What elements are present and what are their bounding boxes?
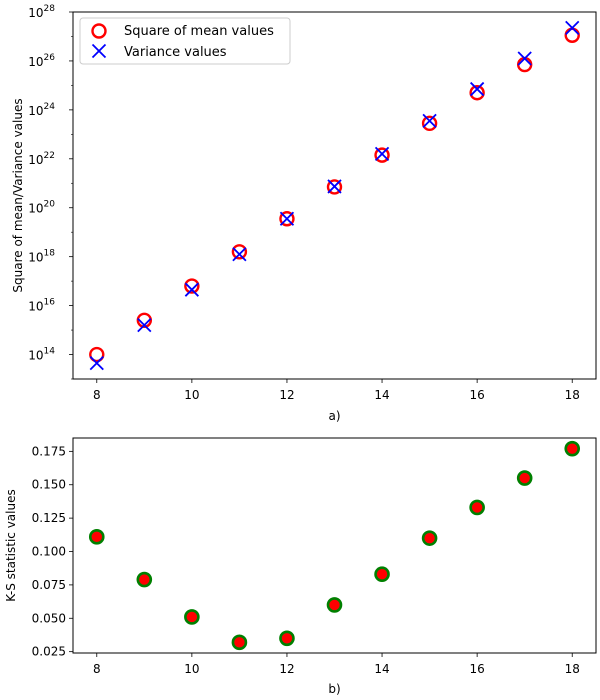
- y-tick-label: 0.025: [32, 645, 66, 659]
- y-tick-base: 10: [28, 153, 43, 167]
- y-tick-exponent: 18: [44, 249, 56, 259]
- x-tick-label: 10: [184, 662, 199, 676]
- x-tick-label: 10: [184, 388, 199, 402]
- y-tick-label: 0.050: [32, 611, 66, 625]
- y-tick-label: 1018: [28, 249, 55, 265]
- y-tick-exponent: 20: [44, 200, 56, 210]
- legend-circle-marker: [91, 23, 107, 39]
- x-axis-label: a): [328, 409, 340, 423]
- y-tick-exponent: 26: [44, 53, 56, 63]
- plot-b: 0.025 0.050 0.075 0.100 0.125 0.150 0.175 8 10 12…: [4, 437, 597, 696]
- y-tick-label: 1026: [28, 53, 55, 69]
- ks-point: [279, 630, 295, 647]
- legend-box: [79, 17, 291, 65]
- y-tick-label: 1022: [28, 151, 55, 167]
- x-tick-label: 8: [93, 662, 101, 676]
- y-tick-base: 10: [28, 202, 43, 216]
- variance-point: [374, 146, 390, 162]
- mean-square-point: [279, 211, 295, 227]
- x-tick-label: 18: [565, 662, 580, 676]
- variance-point: [137, 318, 152, 333]
- variance-point: [232, 247, 247, 262]
- ks-point: [136, 571, 153, 588]
- ks-point: [326, 597, 343, 613]
- x-tick-label: 12: [279, 388, 294, 402]
- mean-square-point: [231, 244, 248, 260]
- y-tick-label: 1024: [28, 102, 55, 118]
- ks-point: [516, 470, 533, 486]
- x-tick-label: 8: [93, 388, 101, 402]
- mean-square-point: [89, 346, 105, 363]
- ks-point: [231, 634, 248, 651]
- ks-point: [469, 499, 485, 516]
- mean-square-point: [564, 27, 580, 43]
- ks-point: [184, 609, 200, 625]
- y-axis-label: K-S statistic values: [4, 489, 18, 601]
- y-tick-exponent: 16: [44, 298, 56, 308]
- x-axis-label: b): [328, 682, 340, 696]
- y-tick-base: 10: [28, 55, 43, 69]
- x-tick-label: 14: [374, 388, 389, 402]
- x-tick-label: 14: [374, 662, 389, 676]
- variance-point: [422, 113, 437, 129]
- ks-point: [374, 566, 390, 583]
- variance-point: [279, 211, 295, 226]
- y-tick-exponent: 14: [44, 347, 56, 357]
- y-tick-base: 10: [28, 6, 43, 20]
- y-tick-exponent: 22: [44, 151, 55, 161]
- y-tick-label: 0.175: [32, 444, 66, 458]
- y-tick-label: 0.150: [32, 478, 66, 492]
- mean-square-point: [469, 85, 485, 101]
- legend-label-mean: Square of mean values: [124, 24, 274, 39]
- y-tick-base: 10: [28, 251, 43, 265]
- variance-point: [469, 81, 485, 97]
- y-axis-label: Square of mean/Variance values: [11, 98, 25, 292]
- mean-square-point: [421, 115, 438, 132]
- plot-b-frame: [72, 437, 597, 654]
- y-tick-label: 0.075: [32, 578, 66, 592]
- mean-square-point: [184, 278, 200, 294]
- mean-square-point: [516, 56, 533, 73]
- variance-point: [89, 355, 104, 371]
- y-tick-base: 10: [28, 104, 43, 118]
- variance-point: [565, 20, 580, 36]
- y-tick-label: 1016: [28, 298, 55, 314]
- plot-a-frame: [72, 11, 597, 380]
- legend-label-variance: Variance values: [124, 45, 227, 60]
- variance-point: [184, 282, 200, 297]
- y-tick-base: 10: [28, 349, 43, 363]
- mean-square-point: [374, 147, 390, 163]
- variance-point: [327, 179, 342, 194]
- legend-x-marker: [91, 43, 107, 59]
- x-tick-label: 18: [565, 388, 580, 402]
- y-tick-label: 1014: [28, 347, 55, 363]
- y-tick-label: 0.125: [32, 511, 66, 525]
- y-tick-label: 1028: [28, 4, 55, 20]
- y-tick-label: 1020: [28, 200, 55, 216]
- mean-square-point: [326, 179, 343, 195]
- mean-square-point: [136, 312, 153, 328]
- ks-point: [421, 530, 438, 546]
- y-tick-exponent: 28: [44, 4, 56, 14]
- y-tick-label: 0.100: [32, 545, 66, 559]
- x-tick-label: 16: [469, 662, 484, 676]
- x-tick-label: 16: [469, 388, 484, 402]
- ks-point: [564, 440, 581, 457]
- variance-point: [517, 51, 532, 66]
- y-tick-base: 10: [28, 300, 43, 314]
- x-tick-label: 12: [279, 662, 294, 676]
- y-tick-exponent: 24: [44, 102, 56, 112]
- ks-point: [88, 529, 105, 545]
